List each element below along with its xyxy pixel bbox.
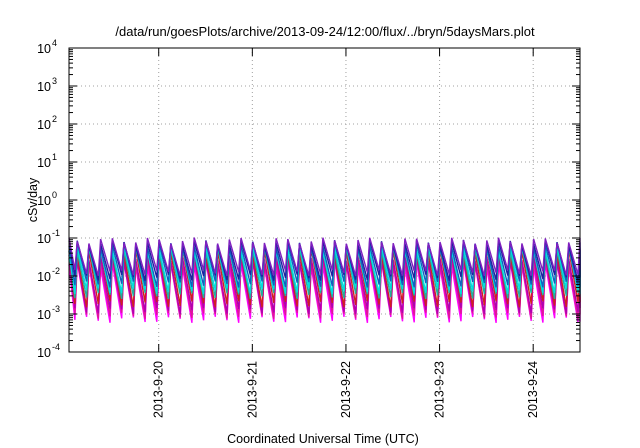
series-line — [68, 254, 581, 315]
series-line — [68, 261, 581, 324]
chart-title: /data/run/goesPlots/archive/2013-09-24/1… — [115, 24, 535, 39]
y-tick-label-exponent: 3 — [52, 76, 57, 86]
y-tick-label: 10 — [37, 80, 51, 94]
y-tick-label: 10 — [37, 156, 51, 170]
y-tick-label: 10 — [37, 118, 51, 132]
y-tick-label-exponent: 2 — [52, 114, 57, 124]
y-tick-label: 10 — [37, 194, 51, 208]
y-tick-label-exponent: 4 — [52, 38, 57, 48]
y-tick-label: 10 — [37, 346, 51, 360]
y-tick-label: 10 — [37, 232, 51, 246]
series-line — [68, 241, 581, 288]
y-tick-label-exponent: -3 — [52, 304, 60, 314]
y-tick-label: 10 — [37, 270, 51, 284]
grid — [69, 48, 580, 352]
y-axis-label: cSv/day — [26, 177, 40, 222]
series-line — [68, 237, 581, 277]
x-tick-label: 2013-9-20 — [152, 361, 166, 418]
series-line — [68, 239, 581, 281]
y-tick-label-exponent: 0 — [52, 190, 57, 200]
y-tick-label-exponent: -1 — [52, 228, 60, 238]
y-tick-label-exponent: 1 — [52, 152, 57, 162]
x-tick-label: 2013-9-22 — [339, 361, 353, 418]
y-tick-label-exponent: -2 — [52, 266, 60, 276]
y-tick-label: 10 — [37, 42, 51, 56]
x-axis-label: Coordinated Universal Time (UTC) — [227, 432, 419, 446]
y-tick-label-exponent: -4 — [52, 342, 60, 352]
series-line — [68, 244, 581, 295]
x-tick-label: 2013-9-24 — [526, 361, 540, 418]
series-layer — [68, 237, 581, 324]
y-tick-label: 10 — [37, 308, 51, 322]
x-tick-label: 2013-9-21 — [245, 361, 259, 418]
x-tick-label: 2013-9-23 — [433, 361, 447, 418]
